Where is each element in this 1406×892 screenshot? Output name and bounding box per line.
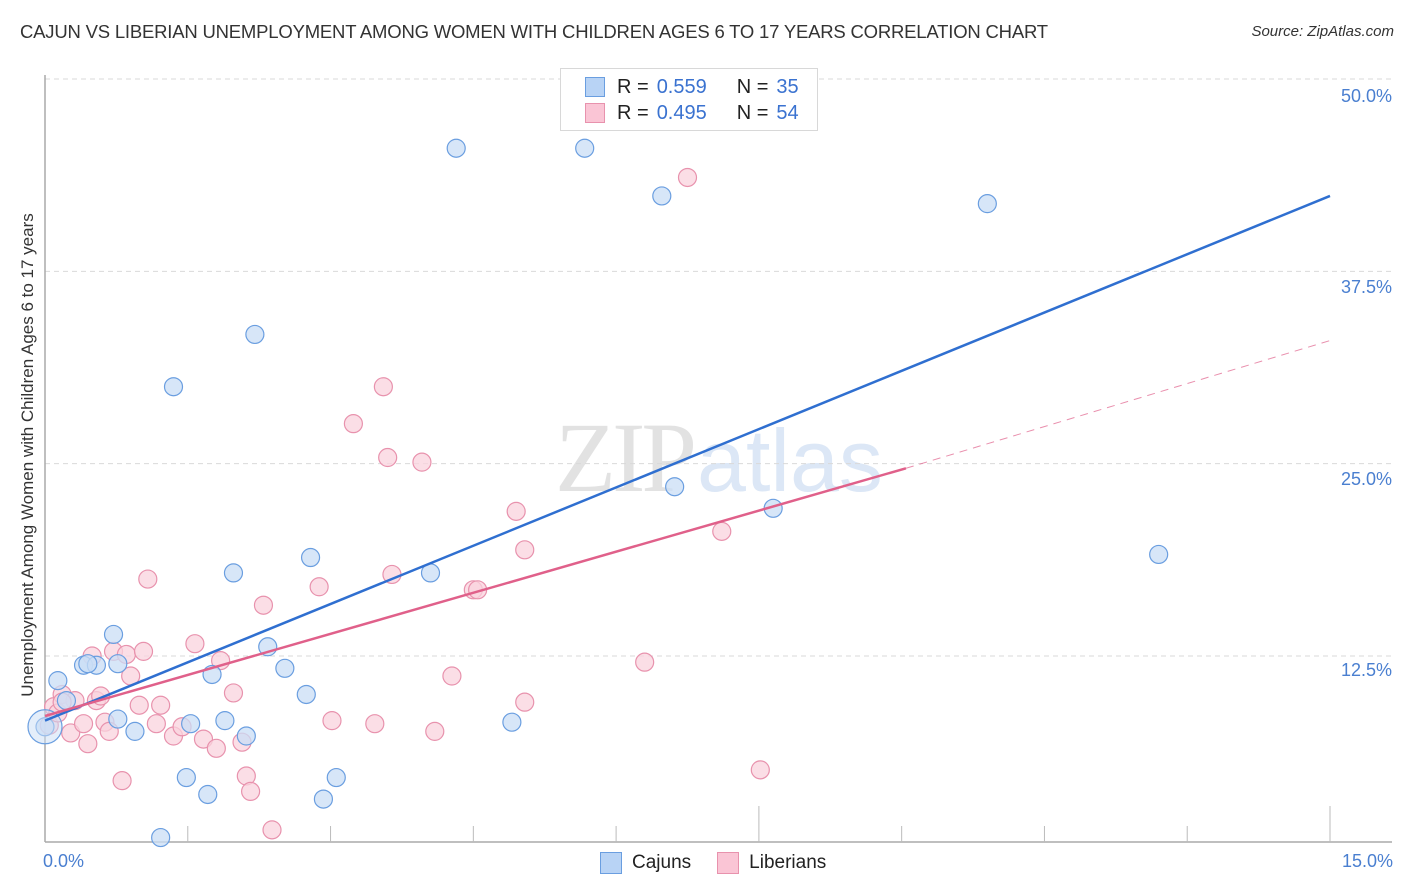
cajun-trend-line bbox=[44, 194, 1331, 722]
cajun-point bbox=[215, 711, 235, 731]
liberian-point bbox=[635, 652, 655, 672]
legend-row-cajuns: R = 0.559 N = 35 bbox=[585, 75, 799, 99]
liberian-point bbox=[343, 414, 363, 434]
r-value-liberians: 0.495 bbox=[656, 101, 707, 124]
liberian-point bbox=[677, 167, 698, 188]
liberian-point bbox=[241, 781, 261, 802]
n-value-liberians: 54 bbox=[776, 101, 799, 124]
liberian-point bbox=[750, 760, 770, 780]
liberian-point bbox=[73, 714, 94, 734]
cajuns-swatch bbox=[585, 77, 605, 97]
n-value-cajuns: 35 bbox=[776, 75, 799, 98]
cajun-point bbox=[198, 784, 218, 805]
cajun-point bbox=[652, 186, 672, 206]
cajuns-swatch bbox=[600, 852, 622, 874]
cajun-point bbox=[223, 563, 244, 583]
n-label: N = bbox=[736, 75, 769, 98]
cajun-point bbox=[181, 714, 201, 734]
cajun-point bbox=[245, 324, 265, 345]
r-value-cajuns: 0.559 bbox=[656, 75, 707, 98]
liberian-point bbox=[322, 711, 342, 731]
grid-lines bbox=[45, 78, 1392, 657]
source-label: Source: ZipAtlas.com bbox=[1251, 23, 1394, 40]
liberian-point bbox=[206, 738, 226, 758]
cajun-point bbox=[108, 709, 128, 729]
cajun-point bbox=[446, 138, 466, 158]
liberian-trend-extension bbox=[905, 340, 1331, 469]
liberian-point bbox=[262, 820, 282, 840]
legend-item-cajuns[interactable]: Cajuns bbox=[600, 852, 691, 874]
legend-label-cajuns: Cajuns bbox=[632, 852, 692, 873]
liberian-point bbox=[378, 447, 398, 468]
liberians-swatch bbox=[717, 852, 740, 874]
cajun-point bbox=[108, 654, 128, 674]
cajun-point bbox=[176, 767, 196, 788]
y-tick-37-5: 37.5% bbox=[1340, 277, 1392, 297]
liberians-swatch bbox=[585, 103, 605, 123]
cajun-point bbox=[575, 138, 595, 158]
liberian-point bbox=[412, 452, 432, 472]
liberian-point bbox=[253, 595, 274, 615]
x-tick-0: 0.0% bbox=[43, 851, 85, 871]
correlation-legend: R = 0.559 N = 35 R = 0.495 N = 54 bbox=[560, 68, 818, 131]
cajun-point bbox=[103, 624, 124, 645]
cajun-point bbox=[296, 684, 316, 705]
cajun-point bbox=[236, 726, 256, 746]
r-label: R = bbox=[617, 101, 649, 124]
cajun-point bbox=[151, 827, 171, 848]
liberian-point bbox=[133, 641, 154, 661]
y-tick-25: 25.0% bbox=[1340, 469, 1392, 489]
cajun-point bbox=[313, 789, 334, 809]
legend-row-liberians: R = 0.495 N = 54 bbox=[585, 101, 799, 125]
cajun-point bbox=[300, 547, 321, 568]
liberian-trend-line bbox=[44, 467, 907, 718]
liberian-point bbox=[712, 521, 732, 541]
cajun-point bbox=[163, 377, 184, 397]
series-legend: Cajuns Liberians bbox=[600, 852, 852, 874]
liberian-point bbox=[425, 721, 445, 741]
cajun-point bbox=[48, 671, 68, 691]
y-tick-12-5: 12.5% bbox=[1340, 660, 1392, 680]
legend-item-liberians[interactable]: Liberians bbox=[717, 852, 826, 874]
liberian-point bbox=[373, 377, 393, 397]
cajun-points bbox=[27, 138, 1169, 848]
liberian-point bbox=[138, 569, 158, 589]
liberian-point bbox=[146, 714, 166, 734]
x-tick-15: 15.0% bbox=[1341, 851, 1393, 871]
cajun-point bbox=[665, 477, 685, 497]
liberian-point bbox=[223, 683, 244, 703]
cajun-point bbox=[1149, 544, 1169, 565]
r-label: R = bbox=[617, 75, 649, 98]
liberian-point bbox=[442, 666, 462, 686]
liberian-point bbox=[78, 734, 98, 754]
liberian-point bbox=[365, 714, 385, 734]
legend-label-liberians: Liberians bbox=[749, 852, 827, 873]
y-tick-50: 50.0% bbox=[1340, 86, 1392, 106]
cajun-point bbox=[275, 658, 295, 678]
liberian-point bbox=[515, 692, 535, 712]
liberian-point bbox=[112, 771, 132, 791]
liberian-points bbox=[39, 167, 770, 840]
liberian-point bbox=[309, 577, 329, 597]
cajun-point bbox=[326, 767, 346, 788]
cajun-point bbox=[502, 712, 522, 732]
chart-title: CAJUN VS LIBERIAN UNEMPLOYMENT AMONG WOM… bbox=[20, 21, 1048, 42]
y-axis-label: Unemployment Among Women with Children A… bbox=[18, 213, 37, 697]
liberian-point bbox=[506, 501, 526, 521]
n-label: N = bbox=[736, 101, 769, 124]
cajun-point bbox=[977, 194, 997, 214]
trend-lines bbox=[44, 194, 1331, 722]
liberian-point bbox=[515, 540, 535, 560]
cajun-point bbox=[78, 654, 98, 674]
liberian-point bbox=[185, 634, 205, 654]
liberian-point bbox=[151, 695, 171, 715]
liberian-point bbox=[129, 695, 149, 715]
cajun-point bbox=[125, 721, 145, 741]
